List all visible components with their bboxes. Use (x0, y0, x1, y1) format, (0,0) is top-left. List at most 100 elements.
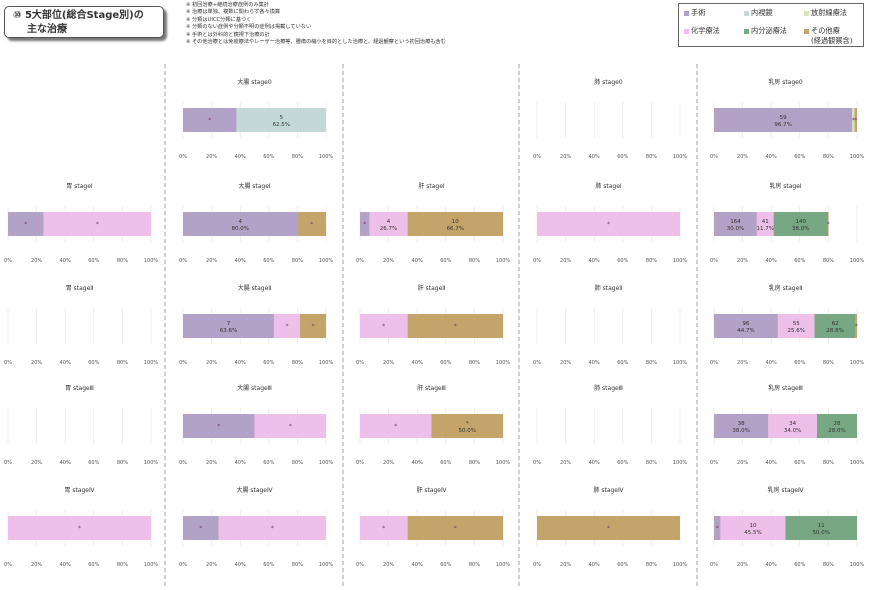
tick-label: 80% (292, 562, 303, 568)
bar-segment-surgery (183, 212, 298, 236)
tick-label: 60% (617, 360, 628, 366)
panel-title: 肺 stage0 (594, 79, 623, 86)
tick-label: 20% (31, 562, 42, 568)
data-label-percent: 25.6% (787, 328, 804, 334)
tick-label: 60% (794, 460, 805, 466)
tick-label: 40% (766, 460, 777, 466)
tick-label: 80% (292, 258, 303, 264)
tick-label: 100% (496, 460, 511, 466)
tick-label: 100% (496, 360, 511, 366)
data-label: * (217, 423, 220, 430)
data-label: * (855, 323, 858, 330)
tick-label: 0% (533, 360, 541, 366)
bar-segment-other (407, 314, 503, 338)
data-label: 10 (749, 523, 756, 529)
data-label: 140 (796, 219, 807, 225)
tick-label: 100% (850, 460, 865, 466)
notes: ※ 初回治療+継続治療症例のみ集計 ※ 治療は単独、複数に関わらず各々換算 ※ … (186, 2, 446, 46)
bar-segment-chemo (720, 516, 786, 540)
tick-label: 80% (823, 258, 834, 264)
tick-label: 0% (533, 562, 541, 568)
tick-label: 0% (533, 258, 541, 264)
data-label: 41 (762, 219, 769, 225)
tick-label: 20% (560, 258, 571, 264)
tick-label: 0% (356, 562, 364, 568)
tick-label: 80% (823, 154, 834, 160)
panel-title: 胃 stageⅣ (64, 487, 95, 494)
tick-label: 80% (646, 562, 657, 568)
data-label: * (716, 525, 719, 532)
panel-title: 大腸 stage0 (237, 78, 272, 86)
tick-label: 60% (440, 460, 451, 466)
tick-label: 60% (440, 562, 451, 568)
tick-label: 60% (794, 258, 805, 264)
data-label: 28 (833, 421, 840, 427)
tick-label: 20% (737, 154, 748, 160)
note-line: ※ その他治療とは免疫療法やレーザー治療等、腫瘍の縮小を目的とした治療と、経過観… (186, 39, 446, 46)
tick-label: 100% (319, 562, 334, 568)
tick-label: 20% (31, 460, 42, 466)
tick-label: 40% (235, 562, 246, 568)
tick-label: 100% (319, 154, 334, 160)
bar-segment-other (537, 516, 680, 540)
data-label: * (363, 221, 366, 228)
data-label: 59 (780, 115, 787, 121)
legend-swatch (804, 10, 809, 16)
data-label-percent: 96.7% (774, 122, 791, 128)
bar-segment-endocrine (773, 212, 828, 236)
tick-label: 80% (469, 360, 480, 366)
tick-label: 40% (60, 360, 71, 366)
data-label: * (466, 421, 469, 427)
data-label-percent: 34.0% (784, 428, 801, 434)
page-title: ⑩ 5大部位(総合Stage別)の 主な治療 (4, 6, 164, 38)
panel-title: 乳房 stageⅡ (769, 284, 803, 292)
tick-label: 80% (823, 360, 834, 366)
bar-segment-chemo (768, 414, 817, 438)
panel-title: 乳房 stage0 (768, 78, 803, 86)
tick-label: 20% (383, 360, 394, 366)
bar-segment-other (299, 314, 326, 338)
tick-label: 60% (88, 460, 99, 466)
panel-title: 肺 stageⅡ (595, 285, 623, 292)
tick-label: 100% (319, 258, 334, 264)
tick-label: 40% (235, 258, 246, 264)
bar-segment-surgery (714, 314, 778, 338)
legend-label: 化学療法 (691, 26, 720, 35)
data-label-percent: 50.0% (459, 428, 476, 434)
bar-segment-endoscopy (236, 108, 326, 132)
tick-label: 20% (31, 360, 42, 366)
data-label: 62 (832, 321, 839, 327)
tick-label: 0% (179, 154, 187, 160)
bar-segment-surgery (360, 212, 370, 236)
tick-label: 60% (88, 360, 99, 366)
tick-label: 20% (737, 360, 748, 366)
tick-label: 0% (4, 460, 12, 466)
tick-label: 80% (117, 562, 128, 568)
tick-label: 40% (412, 258, 423, 264)
data-label: * (96, 221, 99, 228)
tick-label: 0% (4, 360, 12, 366)
tick-label: 100% (496, 258, 511, 264)
data-label-percent: 80.0% (231, 226, 248, 232)
data-label: 96 (742, 321, 749, 327)
data-label-percent: 11.7% (757, 226, 774, 232)
bar-segment-radiation (852, 108, 855, 132)
tick-label: 60% (617, 258, 628, 264)
tick-label: 100% (144, 460, 159, 466)
bar-segment-chemo (537, 212, 680, 236)
legend-swatch (684, 28, 689, 34)
tick-label: 100% (144, 562, 159, 568)
data-label: 7 (227, 321, 231, 327)
tick-label: 20% (560, 562, 571, 568)
data-label-percent: 30.0% (727, 226, 744, 232)
tick-label: 60% (617, 562, 628, 568)
data-label: * (607, 525, 610, 532)
bar-segment-surgery (714, 414, 769, 438)
page-title-line2: 主な治療 (27, 24, 67, 35)
bar-segment-endocrine (814, 314, 856, 338)
data-label: * (208, 117, 211, 124)
tick-label: 40% (589, 154, 600, 160)
tick-label: 80% (117, 360, 128, 366)
tick-label: 100% (319, 460, 334, 466)
